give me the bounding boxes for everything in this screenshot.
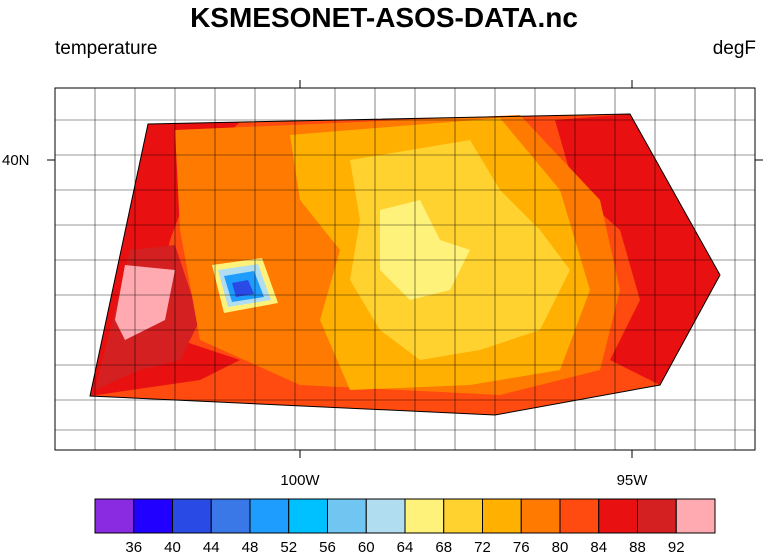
colorbar-swatch (172, 498, 212, 534)
temperature-fill (90, 114, 720, 415)
colorbar-swatch (327, 498, 367, 534)
colorbar-tick-label: 64 (396, 539, 414, 556)
colorbar-tick-label: 76 (512, 539, 530, 556)
colorbar-swatch (637, 498, 677, 534)
colorbar-tick-label: 88 (629, 539, 646, 556)
colorbar-tick-label: 36 (125, 539, 143, 556)
axis-ticks (47, 80, 763, 458)
colorbar-swatch (404, 498, 445, 534)
contour-88-east (555, 114, 720, 385)
lon-label-100w: 100W (280, 472, 320, 489)
map-title: KSMESONET-ASOS-DATA.nc (190, 2, 578, 33)
colorbar-tick-label: 48 (241, 539, 259, 556)
colorbar-swatch (675, 498, 716, 534)
colorbar-swatch (482, 498, 522, 534)
lat-label-40n: 40N (2, 152, 30, 169)
cold-44 (232, 280, 254, 297)
colorbar-swatch (94, 498, 135, 534)
colorbar-tick-label: 44 (202, 539, 220, 556)
colorbar-swatch (520, 498, 561, 534)
colorbar-tick-label: 72 (474, 539, 491, 556)
colorbar-swatch (559, 498, 600, 534)
lon-label-95w: 95W (616, 472, 648, 489)
colorbar-tick-label: 80 (551, 539, 569, 556)
colorbar-swatch (133, 498, 173, 534)
colorbar-swatch (288, 498, 328, 534)
colorbar-swatch (598, 498, 638, 534)
units-label: degF (712, 38, 756, 59)
colorbar-tick-label: 56 (319, 539, 336, 556)
colorbar-swatch (249, 498, 290, 534)
colorbar-tick-label: 52 (280, 539, 298, 556)
contour-96 (115, 265, 175, 340)
colorbar-tick-label: 68 (435, 539, 453, 556)
colorbar-swatch (210, 498, 251, 534)
county-boundaries (55, 88, 755, 450)
variable-label: temperature (55, 38, 158, 59)
colorbar-tick-label: 40 (164, 539, 181, 556)
colorbar-swatch (365, 498, 406, 534)
data-boundary (89, 113, 721, 416)
colorbar-tick-label: 60 (357, 539, 375, 556)
colorbar-tick-label: 92 (667, 539, 685, 556)
colorbar-tick-label: 84 (590, 539, 608, 556)
colorbar-swatch (443, 498, 483, 534)
